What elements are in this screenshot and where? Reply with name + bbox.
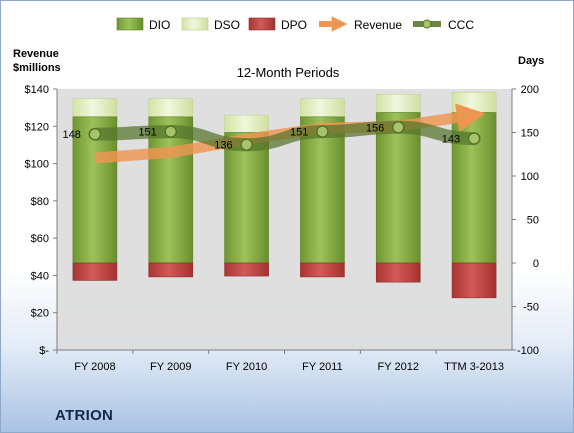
axes: $- $20 $40 $60 $80 $100 $120 $140 -100 -50 0 50 100 1… bbox=[25, 84, 539, 373]
company-name: ATRION bbox=[55, 407, 114, 424]
bar-dpo bbox=[148, 262, 194, 278]
ccc-marker bbox=[164, 125, 177, 138]
bar-dso bbox=[375, 93, 421, 113]
legend-label-dso: DSO bbox=[214, 18, 240, 32]
legend-swatch-dpo bbox=[248, 17, 276, 31]
x-tick-label: FY 2009 bbox=[150, 361, 191, 373]
left-tick-label: $140 bbox=[25, 84, 49, 96]
left-tick-label: $120 bbox=[25, 121, 49, 133]
right-tick-label: 0 bbox=[533, 258, 539, 270]
ccc-data-label: 151 bbox=[290, 127, 308, 139]
x-tick-label: FY 2011 bbox=[302, 361, 343, 373]
data-labels: 148 151 136 151 156 143 bbox=[63, 122, 461, 151]
bar-dio bbox=[375, 112, 421, 264]
left-axis-title-line2: $millions bbox=[13, 62, 61, 74]
left-tick-label: $100 bbox=[25, 159, 49, 171]
ccc-marker bbox=[88, 128, 102, 141]
x-tick-label: FY 2010 bbox=[226, 361, 267, 373]
legend-label-dpo: DPO bbox=[281, 18, 307, 32]
legend-swatch-dso bbox=[181, 17, 209, 31]
ccc-marker bbox=[240, 138, 253, 151]
bar-series bbox=[72, 92, 497, 299]
ccc-data-label: 151 bbox=[138, 127, 156, 139]
ccc-marker bbox=[467, 132, 481, 145]
right-tick-label: 50 bbox=[527, 215, 539, 227]
right-axis-title: Days bbox=[518, 55, 544, 67]
legend-label-ccc: CCC bbox=[448, 18, 474, 32]
bar-dso bbox=[451, 92, 497, 113]
ccc-data-label: 148 bbox=[63, 129, 81, 141]
chart-title: 12-Month Periods bbox=[237, 65, 340, 80]
legend-label-dio: DIO bbox=[149, 18, 170, 32]
legend-swatch-ccc-marker bbox=[422, 19, 432, 29]
bar-dpo bbox=[451, 262, 497, 299]
bar-dpo bbox=[224, 262, 269, 277]
right-tick-label: 200 bbox=[521, 84, 539, 96]
left-tick-label: $60 bbox=[31, 233, 49, 245]
right-tick-label: -100 bbox=[517, 345, 539, 357]
bar-dio bbox=[224, 132, 269, 264]
bar-dso bbox=[148, 98, 194, 118]
x-tick-label: TTM 3-2013 bbox=[444, 361, 504, 373]
ccc-marker bbox=[316, 125, 329, 138]
ccc-data-label: 136 bbox=[214, 140, 232, 152]
right-tick-label: 100 bbox=[521, 171, 539, 183]
x-tick-label: FY 2008 bbox=[74, 361, 115, 373]
right-tick-label: -50 bbox=[523, 302, 539, 314]
bar-dso bbox=[300, 98, 345, 118]
bar-dso bbox=[224, 114, 269, 133]
legend-label-revenue: Revenue bbox=[354, 18, 402, 32]
x-tick-label: FY 2012 bbox=[378, 361, 419, 373]
legend-swatch-dio bbox=[116, 17, 144, 31]
left-tick-label: $- bbox=[39, 345, 49, 357]
left-tick-label: $40 bbox=[31, 270, 49, 282]
bar-dso bbox=[72, 98, 118, 118]
bar-dio bbox=[72, 116, 118, 264]
legend: DIO DSO DPO Revenue CCC bbox=[116, 16, 474, 32]
bar-dpo bbox=[375, 262, 421, 283]
left-tick-label: $80 bbox=[31, 196, 49, 208]
ccc-marker bbox=[392, 121, 405, 134]
left-tick-label: $20 bbox=[31, 308, 49, 320]
bar-dio bbox=[300, 116, 345, 264]
left-axis-title-line1: Revenue bbox=[13, 48, 59, 60]
bar-dpo bbox=[300, 262, 345, 278]
right-tick-label: 150 bbox=[521, 128, 539, 140]
ccc-data-label: 156 bbox=[366, 122, 384, 134]
bar-dpo bbox=[72, 262, 118, 281]
line-series bbox=[88, 103, 486, 164]
ccc-data-label: 143 bbox=[442, 134, 460, 146]
